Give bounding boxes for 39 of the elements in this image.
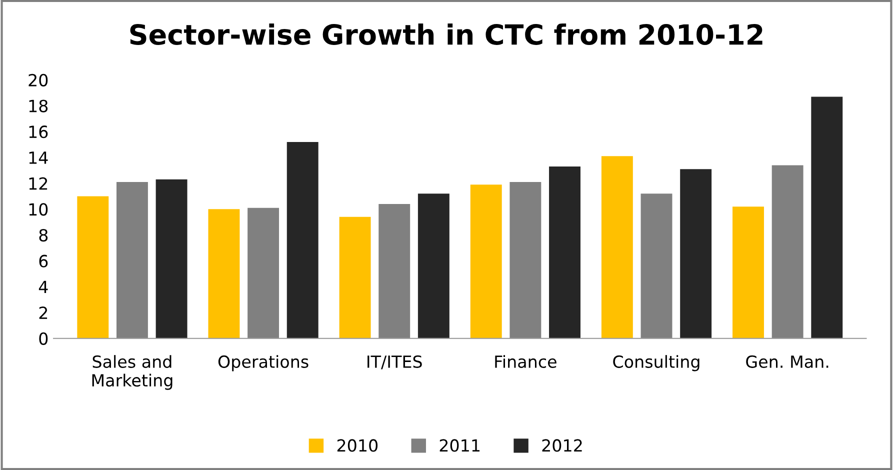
bar [418, 194, 450, 338]
x-tick-label: Consulting [613, 355, 700, 372]
y-tick-label: 18 [29, 100, 48, 112]
bar [549, 166, 580, 338]
y-tick-label: 14 [29, 152, 48, 164]
bar [640, 194, 672, 338]
x-tick-label: Sales and Marketing [92, 355, 172, 390]
y-tick-label: 0 [39, 332, 48, 345]
legend-label: 2012 [542, 439, 582, 452]
bar [378, 204, 410, 338]
bar [116, 182, 148, 338]
chart-title: Sector-wise Growth in CTC from 2010-12 [130, 24, 762, 45]
bar [208, 209, 240, 338]
bar [680, 169, 712, 338]
bar [156, 179, 188, 338]
bar [339, 216, 371, 338]
y-tick-label: 12 [29, 177, 48, 190]
bar [77, 196, 109, 338]
bar [772, 165, 804, 338]
bar [248, 208, 280, 338]
y-tick-label: 10 [29, 203, 48, 216]
legend-label: 2011 [440, 439, 480, 452]
x-tick-label: Gen. Man. [746, 355, 828, 368]
y-tick-label: 8 [39, 228, 48, 242]
bar [470, 184, 502, 338]
x-tick-label: Operations [218, 355, 308, 372]
x-tick-label: IT/ITES [368, 355, 422, 370]
y-tick-label: 4 [38, 280, 48, 294]
bar [732, 206, 764, 338]
y-tick-label: 20 [28, 74, 48, 86]
x-tick-label: Finance [495, 355, 556, 368]
bar [811, 96, 843, 338]
legend-label: 2010 [337, 439, 378, 452]
bar [601, 156, 633, 338]
y-tick-label: 16 [29, 126, 48, 138]
y-tick-label: 2 [39, 306, 48, 319]
bar [286, 142, 318, 338]
y-tick-label: 6 [39, 254, 48, 268]
bar [510, 182, 542, 338]
